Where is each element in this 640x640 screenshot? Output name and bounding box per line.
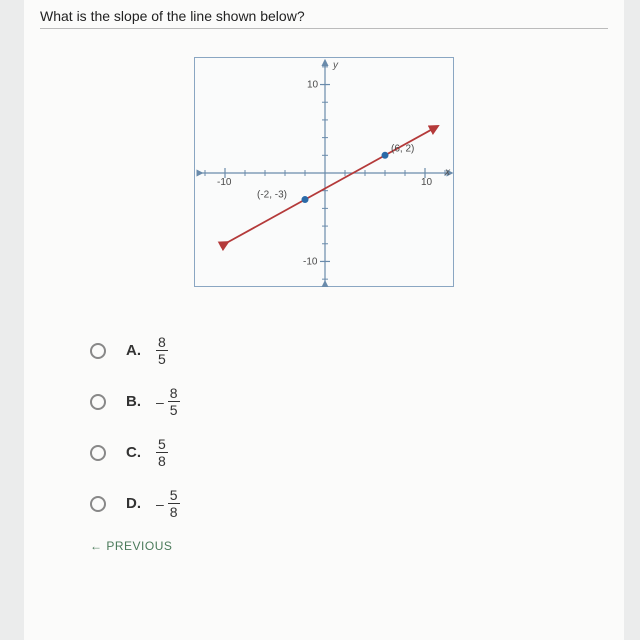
option-a[interactable]: A. 85 [90, 335, 608, 366]
option-letter: D. [126, 495, 144, 512]
fraction: 58 [168, 488, 180, 519]
question-text: What is the slope of the line shown belo… [40, 8, 608, 29]
graph-box: -10 10 10 -10 (-2, -3) (6, 2) y x [194, 57, 454, 287]
option-c[interactable]: C. 58 [90, 437, 608, 468]
option-letter: B. [126, 393, 144, 410]
svg-text:10: 10 [307, 80, 319, 91]
y-axis-label: y [333, 60, 338, 71]
numerator: 5 [156, 437, 168, 452]
svg-text:10: 10 [421, 177, 433, 188]
negative-sign: – [156, 496, 164, 512]
denominator: 5 [156, 350, 168, 366]
svg-text:-10: -10 [303, 256, 318, 267]
previous-label: PREVIOUS [106, 539, 172, 553]
denominator: 5 [168, 401, 180, 417]
option-b[interactable]: B.–85 [90, 386, 608, 417]
arrow-left-icon: ← [90, 539, 103, 553]
option-letter: A. [126, 342, 144, 359]
option-value: –58 [156, 488, 180, 519]
option-value: 85 [156, 335, 168, 366]
graph-container: -10 10 10 -10 (-2, -3) (6, 2) y x [40, 57, 608, 287]
svg-text:-10: -10 [217, 177, 232, 188]
option-letter: C. [126, 444, 144, 461]
numerator: 5 [168, 488, 180, 503]
denominator: 8 [156, 452, 168, 468]
denominator: 8 [168, 503, 180, 519]
radio-icon[interactable] [90, 496, 106, 512]
option-d[interactable]: D.–58 [90, 488, 608, 519]
radio-icon[interactable] [90, 343, 106, 359]
previous-button[interactable]: ← PREVIOUS [90, 539, 608, 553]
x-axis-label: x [445, 167, 450, 178]
option-value: –85 [156, 386, 180, 417]
svg-text:(6, 2): (6, 2) [391, 143, 414, 154]
option-value: 58 [156, 437, 168, 468]
radio-icon[interactable] [90, 394, 106, 410]
fraction: 58 [156, 437, 168, 468]
svg-text:(-2, -3): (-2, -3) [257, 190, 287, 201]
fraction: 85 [168, 386, 180, 417]
options-list: A.85B.–85C.58D.–58 [90, 335, 608, 519]
numerator: 8 [168, 386, 180, 401]
fraction: 85 [156, 335, 168, 366]
radio-icon[interactable] [90, 445, 106, 461]
worksheet-page: What is the slope of the line shown belo… [24, 0, 624, 640]
numerator: 8 [156, 335, 168, 350]
graph-svg: -10 10 10 -10 (-2, -3) (6, 2) [195, 58, 455, 288]
negative-sign: – [156, 394, 164, 410]
